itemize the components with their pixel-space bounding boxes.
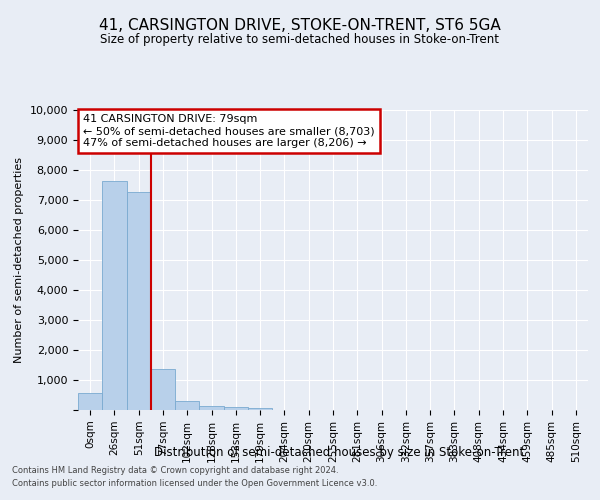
Text: 41 CARSINGTON DRIVE: 79sqm
← 50% of semi-detached houses are smaller (8,703)
47%: 41 CARSINGTON DRIVE: 79sqm ← 50% of semi… <box>83 114 375 148</box>
Bar <box>248 408 272 410</box>
Bar <box>127 192 151 410</box>
Bar <box>78 393 102 410</box>
Bar <box>224 407 248 410</box>
Text: Contains HM Land Registry data © Crown copyright and database right 2024.
Contai: Contains HM Land Registry data © Crown c… <box>12 466 377 487</box>
Text: Size of property relative to semi-detached houses in Stoke-on-Trent: Size of property relative to semi-detach… <box>101 32 499 46</box>
Bar <box>102 181 127 410</box>
Text: 41, CARSINGTON DRIVE, STOKE-ON-TRENT, ST6 5GA: 41, CARSINGTON DRIVE, STOKE-ON-TRENT, ST… <box>99 18 501 32</box>
Y-axis label: Number of semi-detached properties: Number of semi-detached properties <box>14 157 24 363</box>
Bar <box>175 400 199 410</box>
Text: Distribution of semi-detached houses by size in Stoke-on-Trent: Distribution of semi-detached houses by … <box>154 446 524 459</box>
Bar <box>199 406 224 410</box>
Bar <box>151 368 175 410</box>
